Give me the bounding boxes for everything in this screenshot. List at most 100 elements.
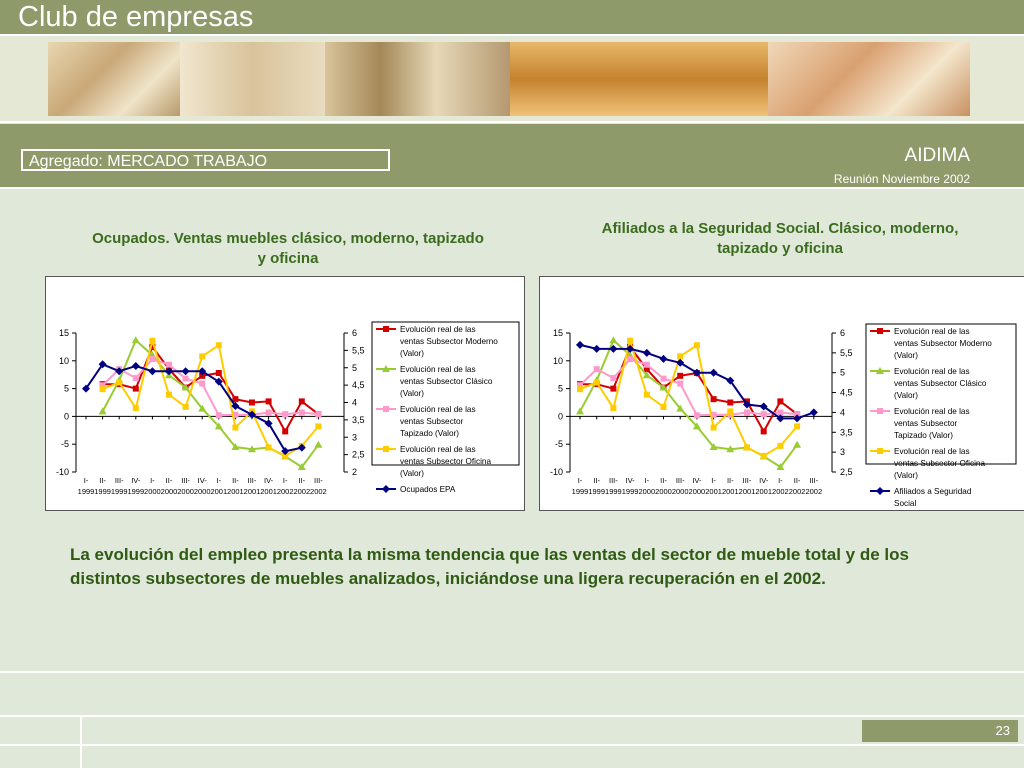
- data-point: [264, 419, 273, 428]
- data-point: [132, 385, 139, 392]
- x-tick-label: 2002: [277, 487, 294, 496]
- legend-swatch-marker: [382, 365, 390, 372]
- data-point: [297, 443, 306, 452]
- series-line: [580, 344, 798, 434]
- y2-tick-label: 2,5: [840, 467, 853, 477]
- legend-swatch-marker: [383, 326, 389, 332]
- y2-tick-label: 3: [840, 447, 845, 457]
- data-point: [231, 401, 240, 410]
- data-point: [777, 442, 784, 449]
- data-point: [660, 403, 667, 410]
- data-point: [282, 428, 289, 435]
- footer-divider: [0, 715, 1024, 717]
- x-tick-label: II-: [794, 476, 801, 485]
- legend-label: (Valor): [894, 351, 918, 360]
- chart-afiliados: 15 10 5 0 -5 -10 6 5,5 5 4,5 4 3,5 3 2,5 I- 1999 II- 1999…: [539, 276, 1024, 511]
- x-tick-label: II-: [593, 476, 600, 485]
- x-tick-label: IV-: [692, 476, 702, 485]
- data-point: [99, 386, 106, 393]
- x-tick-label: III-: [181, 476, 190, 485]
- x-tick-label: III-: [743, 476, 752, 485]
- data-point: [131, 336, 140, 344]
- x-tick-label: II-: [232, 476, 239, 485]
- legend-label: Evolución real de las: [894, 327, 970, 336]
- data-point: [315, 411, 322, 418]
- data-point: [593, 379, 600, 386]
- data-point: [265, 409, 272, 416]
- data-point: [609, 336, 618, 344]
- x-tick-label: 2000: [655, 487, 672, 496]
- data-point: [132, 375, 139, 382]
- data-point: [809, 408, 818, 417]
- legend-label: Evolución real de las: [894, 367, 970, 376]
- data-point: [727, 399, 734, 406]
- legend-swatch-marker: [877, 448, 883, 454]
- x-tick-label: II-: [99, 476, 106, 485]
- x-tick-label: 2001: [260, 487, 277, 496]
- data-point: [693, 412, 700, 419]
- data-point: [643, 361, 650, 368]
- data-point: [165, 367, 173, 376]
- x-tick-label: II-: [727, 476, 734, 485]
- x-tick-label: III-: [809, 476, 818, 485]
- data-point: [610, 385, 617, 392]
- x-tick-label: II-: [298, 476, 305, 485]
- x-tick-label: I-: [283, 476, 288, 485]
- data-point: [760, 411, 767, 418]
- legend: Evolución real de las ventas Subsector Mo…: [371, 321, 520, 494]
- data-point: [593, 366, 600, 373]
- data-point: [727, 408, 734, 415]
- y2-tick-label: 3,5: [352, 415, 365, 425]
- legend-swatch-marker: [877, 328, 883, 334]
- legend-label: ventas Subsector: [894, 419, 958, 428]
- data-point: [626, 344, 635, 353]
- data-point: [642, 348, 651, 357]
- legend-label: Social: [894, 499, 916, 508]
- data-point: [643, 391, 650, 398]
- data-point: [248, 445, 256, 453]
- legend-label: Afiliados a Seguridad: [894, 487, 972, 496]
- data-point: [298, 398, 305, 405]
- banner-photo-lounger: [48, 42, 180, 116]
- data-point: [577, 386, 583, 393]
- data-point: [577, 382, 583, 389]
- data-point: [115, 367, 124, 376]
- legend-label: Evolución real de las: [400, 365, 476, 374]
- y-tick-label: 5: [558, 384, 563, 394]
- data-point: [677, 372, 684, 379]
- section-label: Agregado: MERCADO TRABAJO: [21, 149, 390, 171]
- footer-divider: [0, 744, 1024, 746]
- y-tick-label: -5: [61, 439, 69, 449]
- x-tick-label: I-: [578, 476, 583, 485]
- legend-label: Evolución real de las: [400, 445, 476, 454]
- x-tick-label: 1999: [94, 487, 111, 496]
- meeting-name: Reunión Noviembre 2002: [833, 172, 970, 186]
- data-point: [609, 344, 618, 353]
- data-point: [232, 424, 239, 431]
- header-divider: [0, 34, 1024, 36]
- legend-label: (Valor): [894, 391, 918, 400]
- data-point: [215, 412, 222, 419]
- legend-swatch-marker: [383, 446, 389, 452]
- data-point: [265, 444, 272, 451]
- data-point: [282, 411, 289, 418]
- y2-tick-label: 5: [352, 363, 357, 373]
- y-tick-label: -10: [56, 467, 69, 477]
- legend-label: (Valor): [894, 471, 918, 480]
- header-divider: [0, 187, 1024, 189]
- data-point: [198, 367, 207, 376]
- legend-label: ventas Subsector Oficina: [400, 457, 491, 466]
- banner-photo-wood: [510, 42, 768, 116]
- data-point: [660, 375, 667, 382]
- header-bar: [0, 0, 1024, 34]
- series-0: [577, 343, 801, 435]
- data-point: [214, 377, 223, 386]
- data-point: [98, 360, 107, 369]
- series-3: [99, 337, 322, 459]
- data-point: [726, 376, 735, 385]
- data-point: [297, 462, 306, 470]
- data-point: [198, 404, 207, 412]
- x-tick-label: II-: [166, 476, 173, 485]
- data-point: [298, 409, 305, 416]
- data-point: [777, 398, 784, 405]
